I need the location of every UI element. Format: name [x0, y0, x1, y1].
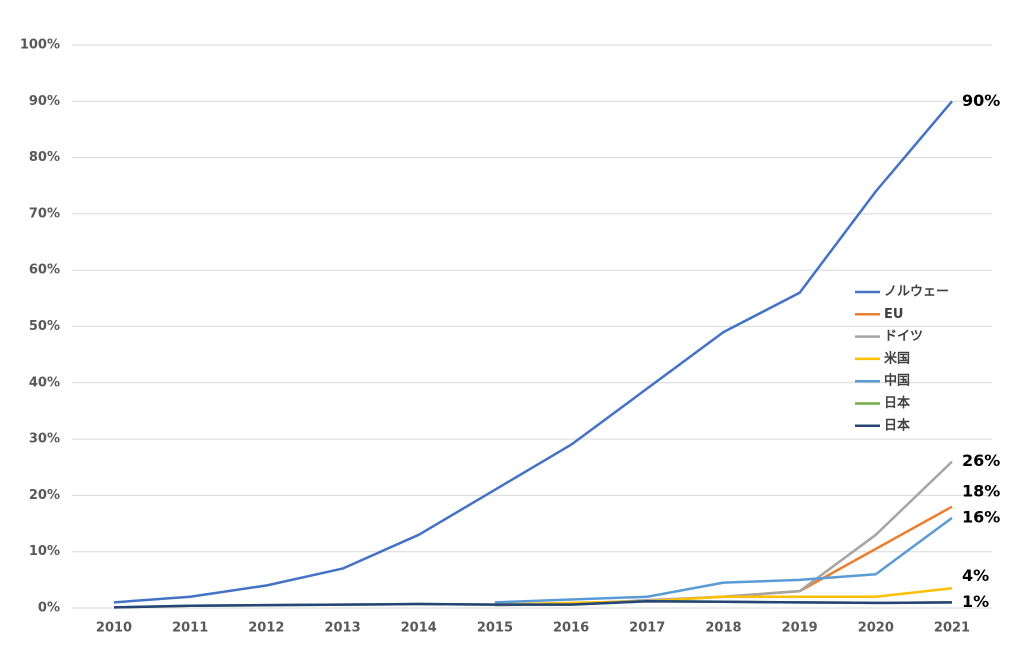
- y-tick-label: 100%: [20, 38, 60, 53]
- data-label: 16%: [962, 507, 1000, 526]
- series-line: [113, 100, 953, 604]
- x-tick-label: 2020: [858, 621, 894, 636]
- data-label: 4%: [962, 566, 989, 585]
- legend-label: ドイツ: [884, 329, 923, 344]
- legend-label: EU: [884, 307, 903, 322]
- y-tick-label: 40%: [29, 375, 60, 390]
- y-tick-label: 90%: [29, 94, 60, 109]
- x-tick-label: 2021: [934, 621, 970, 636]
- x-tick-label: 2015: [477, 621, 513, 636]
- x-tick-label: 2016: [553, 621, 589, 636]
- x-tick-label: 2012: [248, 621, 284, 636]
- data-label: 18%: [962, 481, 1000, 500]
- data-label: 26%: [962, 451, 1000, 470]
- x-tick-label: 2010: [96, 621, 132, 636]
- legend-label: 日本: [884, 395, 910, 411]
- y-tick-label: 70%: [29, 206, 60, 221]
- y-tick-label: 50%: [29, 319, 60, 334]
- data-label: 90%: [962, 91, 1000, 110]
- series-line: [494, 516, 953, 604]
- data-label: 1%: [962, 592, 989, 611]
- series-line: [113, 599, 953, 609]
- x-tick-label: 2013: [324, 621, 360, 636]
- x-tick-label: 2018: [705, 621, 741, 636]
- series-line: [494, 505, 953, 607]
- legend-label: 日本: [884, 417, 910, 433]
- y-tick-label: 10%: [29, 544, 60, 559]
- y-tick-label: 30%: [29, 432, 60, 447]
- x-tick-label: 2014: [401, 621, 437, 636]
- x-tick-label: 2011: [172, 621, 208, 636]
- legend-label: ノルウェー: [884, 285, 949, 300]
- y-tick-label: 80%: [29, 150, 60, 165]
- y-tick-label: 0%: [38, 601, 60, 616]
- series-line: [494, 587, 953, 606]
- x-tick-label: 2019: [782, 621, 818, 636]
- y-tick-label: 60%: [29, 263, 60, 278]
- x-tick-label: 2017: [629, 621, 665, 636]
- y-tick-label: 20%: [29, 488, 60, 503]
- legend-label: 中国: [884, 373, 910, 389]
- legend-label: 米国: [884, 350, 910, 366]
